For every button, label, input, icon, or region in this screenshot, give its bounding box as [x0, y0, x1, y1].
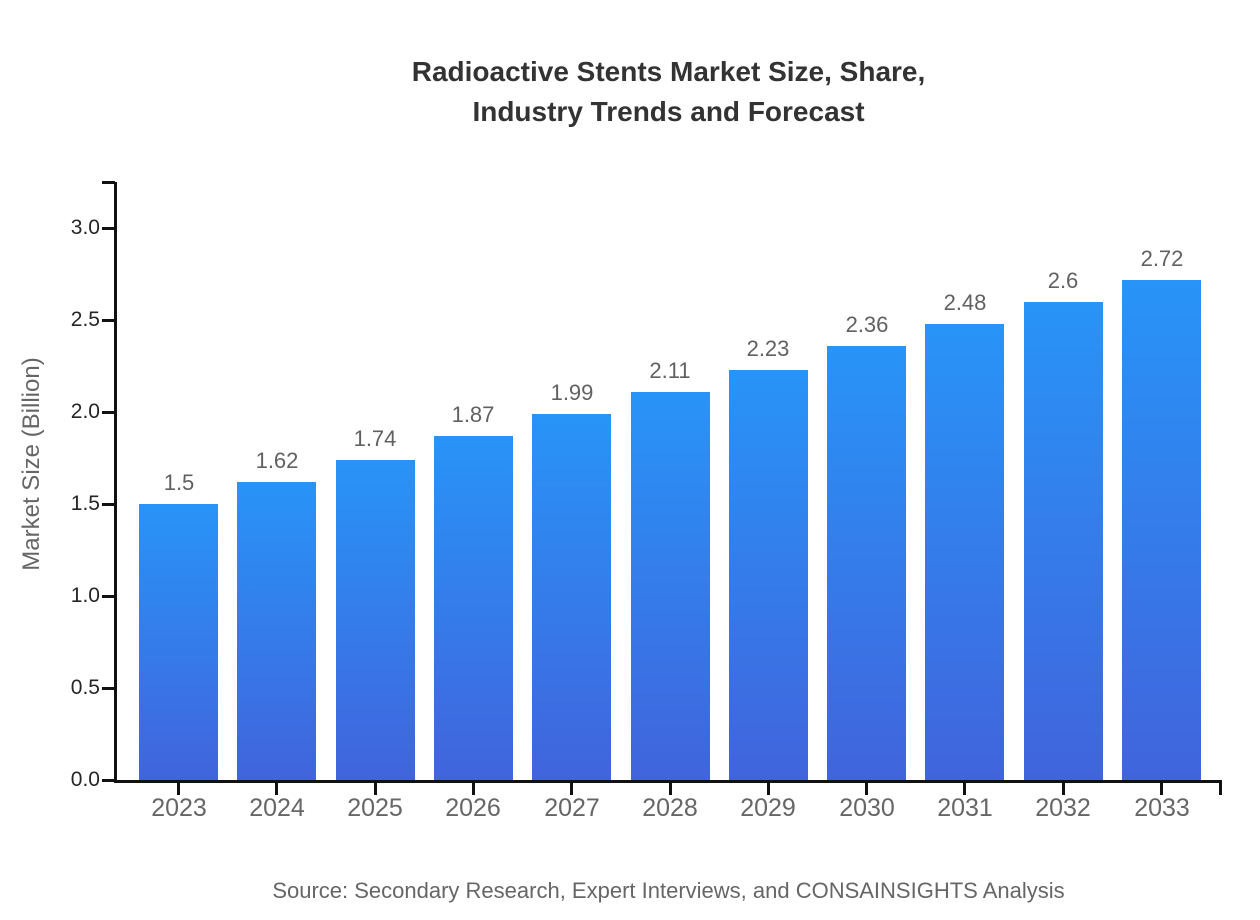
bar-2025 [336, 460, 415, 780]
chart-title-line-1: Radioactive Stents Market Size, Share, [411, 56, 926, 87]
x-axis-tick-label: 2033 [1134, 794, 1190, 822]
x-axis-tick-label: 2023 [151, 794, 207, 822]
bar-2032 [1024, 302, 1103, 780]
bar-2033 [1122, 280, 1201, 780]
bar-value-label: 1.62 [255, 448, 299, 473]
x-axis-tick-label: 2025 [347, 794, 403, 822]
x-axis-tick-label: 2030 [839, 794, 895, 822]
x-axis-tick [570, 783, 573, 795]
y-axis-tick-label: 3.0 [70, 216, 100, 239]
x-axis-end-tick [1219, 783, 1222, 795]
chart-title-line-2: Industry Trends and Forecast [472, 96, 865, 127]
x-axis-tick-label: 2024 [249, 794, 305, 822]
bar-value-label: 1.87 [451, 402, 495, 427]
y-axis-line [114, 182, 117, 783]
y-axis-tick-label: 1.5 [70, 492, 100, 515]
source-note: Source: Secondary Research, Expert Inter… [272, 878, 1065, 903]
x-axis-tick [865, 783, 868, 795]
y-axis-tick [102, 319, 115, 322]
y-axis-tick-label: 0.5 [70, 676, 100, 699]
x-axis-tick-label: 2031 [937, 794, 993, 822]
x-axis-tick-label: 2026 [445, 794, 501, 822]
bar-value-label: 2.6 [1047, 268, 1079, 293]
x-axis-tick-label: 2029 [740, 794, 796, 822]
x-axis-tick [963, 783, 966, 795]
chart-title: Radioactive Stents Market Size, Share, I… [115, 52, 1222, 132]
bar-2024 [237, 482, 316, 780]
x-axis-tick [374, 783, 377, 795]
x-axis-tick [472, 783, 475, 795]
bar-value-label: 2.23 [746, 336, 790, 361]
y-axis-tick [102, 779, 115, 782]
y-axis-tick [102, 503, 115, 506]
x-axis-tick [177, 783, 180, 795]
y-axis-tick [102, 595, 115, 598]
x-axis-line [114, 780, 1222, 783]
bar-2028 [631, 392, 710, 780]
y-axis-tick-label: 2.5 [70, 308, 100, 331]
bar-value-label: 2.11 [649, 358, 691, 383]
bar-value-label: 1.74 [353, 426, 397, 451]
bar-2023 [139, 504, 218, 780]
x-axis-tick [1062, 783, 1065, 795]
x-axis-tick [275, 783, 278, 795]
x-axis-tick-label: 2032 [1035, 794, 1091, 822]
bar-2029 [729, 370, 808, 780]
y-axis-tick [102, 411, 115, 414]
bar-value-label: 2.72 [1140, 246, 1184, 271]
bar-value-label: 1.5 [163, 470, 195, 495]
bar-2026 [434, 436, 513, 780]
x-axis-tick [669, 783, 672, 795]
y-axis-tick [102, 227, 115, 230]
y-axis-tick [102, 687, 115, 690]
bar-2030 [827, 346, 906, 780]
bar-2027 [532, 414, 611, 780]
bar-2031 [925, 324, 1004, 780]
bar-value-label: 2.48 [943, 290, 987, 315]
bar-value-label: 2.36 [845, 312, 889, 337]
x-axis-tick-label: 2028 [642, 794, 698, 822]
x-axis-tick-label: 2027 [544, 794, 600, 822]
y-axis-tick-label: 0.0 [70, 768, 100, 791]
y-axis-tick-label: 2.0 [70, 400, 100, 423]
bar-value-label: 1.99 [550, 380, 594, 405]
x-axis-tick [767, 783, 770, 795]
x-axis-tick [1160, 783, 1163, 795]
y-axis-end-tick [102, 181, 115, 184]
y-axis-tick-label: 1.0 [70, 584, 100, 607]
